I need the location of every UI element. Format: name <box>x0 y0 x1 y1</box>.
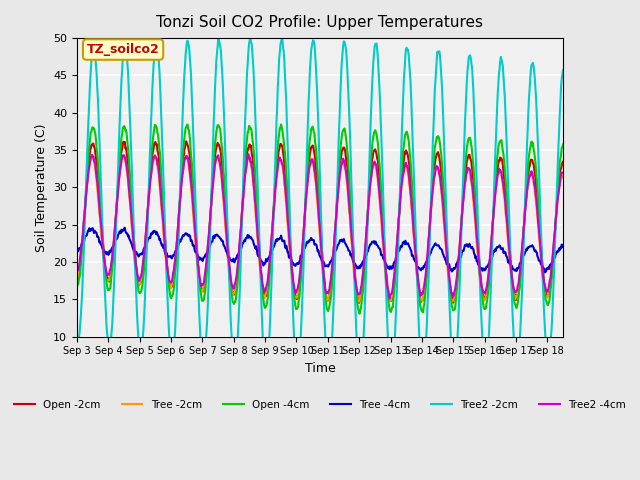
Tree2 -4cm <box>423 256 431 262</box>
Tree -2cm <box>355 299 362 304</box>
Open -4cm <box>435 134 443 140</box>
Tree -4cm <box>422 260 430 265</box>
Tree -2cm <box>73 274 81 279</box>
Tree2 -4cm <box>435 168 443 173</box>
Tree2 -2cm <box>559 67 567 73</box>
Tree2 -4cm <box>73 267 81 273</box>
Title: Tonzi Soil CO2 Profile: Upper Temperatures: Tonzi Soil CO2 Profile: Upper Temperatur… <box>157 15 483 30</box>
Open -4cm <box>423 272 431 278</box>
Tree -4cm <box>541 270 548 276</box>
Tree2 -2cm <box>300 268 307 274</box>
Tree -4cm <box>142 243 150 249</box>
Tree -4cm <box>281 243 289 249</box>
Open -4cm <box>73 284 81 290</box>
Tree2 -2cm <box>73 334 81 340</box>
Y-axis label: Soil Temperature (C): Soil Temperature (C) <box>35 123 47 252</box>
Tree2 -2cm <box>141 293 149 299</box>
Line: Open -4cm: Open -4cm <box>77 124 563 314</box>
X-axis label: Time: Time <box>305 362 335 375</box>
Open -4cm <box>277 121 285 127</box>
Tree2 -2cm <box>325 375 333 381</box>
Open -2cm <box>423 263 431 269</box>
Tree -2cm <box>281 185 289 191</box>
Tree -2cm <box>75 268 83 274</box>
Tree2 -4cm <box>559 170 567 176</box>
Open -2cm <box>281 167 289 173</box>
Tree2 -2cm <box>435 49 443 55</box>
Open -4cm <box>141 251 149 257</box>
Tree2 -4cm <box>300 231 307 237</box>
Line: Open -2cm: Open -2cm <box>77 141 563 303</box>
Tree2 -2cm <box>423 320 431 325</box>
Tree -2cm <box>423 260 431 266</box>
Open -4cm <box>281 151 289 156</box>
Line: Tree2 -2cm: Tree2 -2cm <box>77 36 563 378</box>
Open -4cm <box>300 239 307 245</box>
Tree -2cm <box>142 235 150 241</box>
Tree2 -2cm <box>246 33 254 39</box>
Tree -2cm <box>88 152 96 158</box>
Tree2 -4cm <box>75 264 83 270</box>
Open -2cm <box>182 138 190 144</box>
Tree -4cm <box>300 249 307 254</box>
Open -2cm <box>559 159 567 165</box>
Open -4cm <box>75 275 83 281</box>
Open -2cm <box>73 273 81 278</box>
Tree -4cm <box>434 242 442 248</box>
Open -4cm <box>559 142 567 147</box>
Open -2cm <box>300 236 307 242</box>
Line: Tree2 -4cm: Tree2 -4cm <box>77 154 563 299</box>
Tree2 -4cm <box>244 151 252 157</box>
Tree -2cm <box>300 232 307 238</box>
Tree -2cm <box>435 169 443 175</box>
Legend: Open -2cm, Tree -2cm, Open -4cm, Tree -4cm, Tree2 -2cm, Tree2 -4cm: Open -2cm, Tree -2cm, Open -4cm, Tree -4… <box>10 396 630 414</box>
Tree2 -4cm <box>281 182 289 188</box>
Tree -4cm <box>73 250 81 256</box>
Tree -4cm <box>121 225 129 230</box>
Tree2 -2cm <box>75 335 83 340</box>
Tree2 -4cm <box>141 241 149 247</box>
Tree -4cm <box>75 245 83 251</box>
Tree2 -4cm <box>386 296 394 301</box>
Open -2cm <box>435 152 443 157</box>
Open -2cm <box>75 267 83 273</box>
Tree -2cm <box>559 175 567 181</box>
Open -2cm <box>355 300 363 306</box>
Tree -4cm <box>559 244 567 250</box>
Open -4cm <box>356 311 364 317</box>
Text: TZ_soilco2: TZ_soilco2 <box>86 43 159 56</box>
Line: Tree -4cm: Tree -4cm <box>77 228 563 273</box>
Open -2cm <box>141 245 149 251</box>
Tree2 -2cm <box>281 73 289 79</box>
Line: Tree -2cm: Tree -2cm <box>77 155 563 301</box>
